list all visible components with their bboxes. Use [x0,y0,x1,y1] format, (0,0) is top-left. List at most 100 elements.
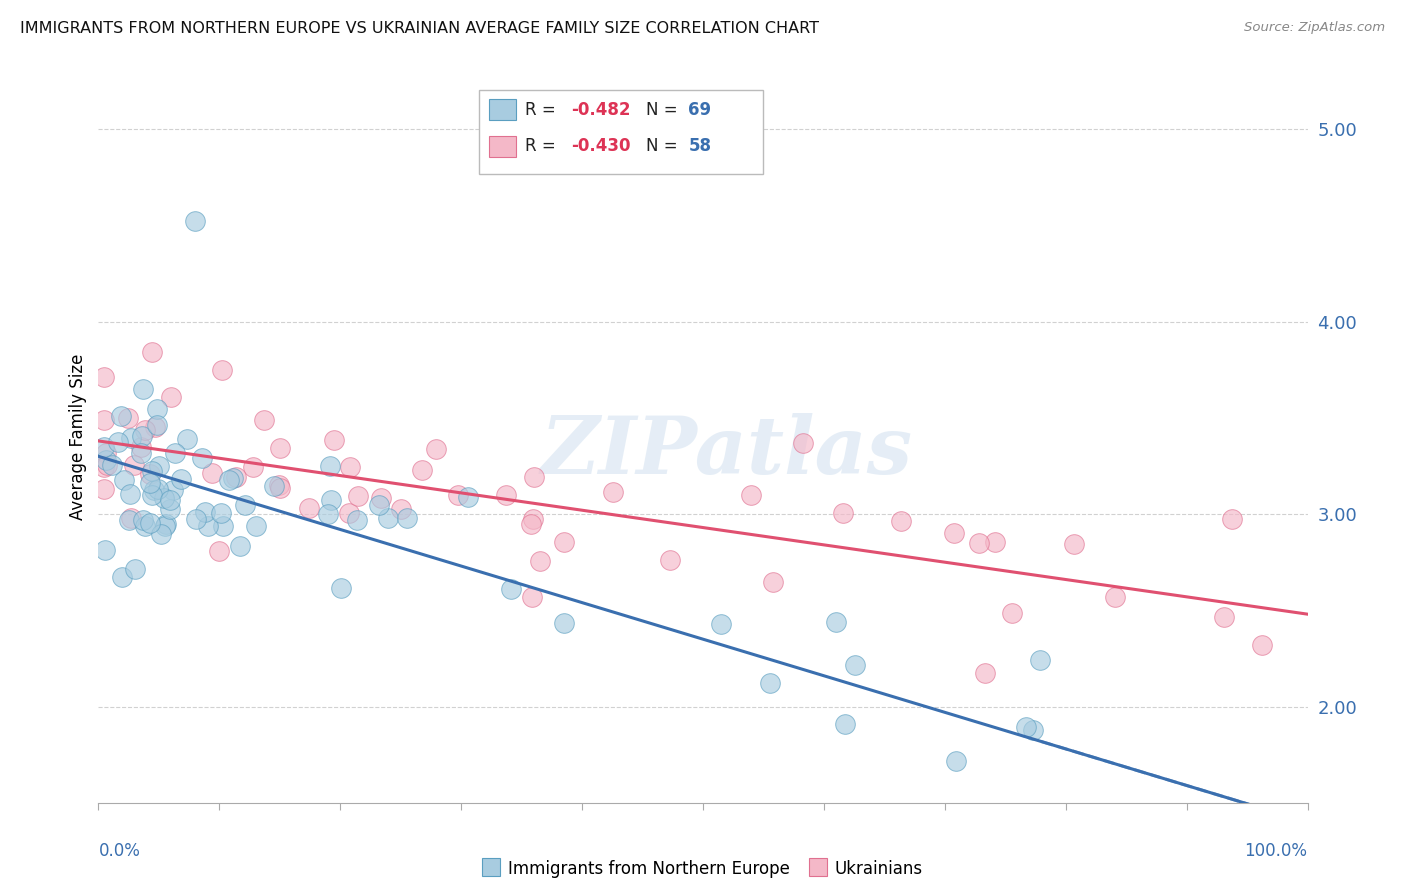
Point [553,616,575,631]
Point [169,471,191,485]
Point [165,446,187,460]
Text: ZIPatlas: ZIPatlas [541,413,914,491]
Point [269,481,291,495]
FancyBboxPatch shape [479,90,763,174]
Point [499,582,522,596]
Point [553,535,575,549]
Point [221,471,243,485]
Point [1212,610,1234,624]
Text: 58: 58 [689,137,711,155]
Point [832,506,855,520]
Point [176,432,198,446]
Point [1063,537,1085,551]
Point [522,590,544,604]
Point [131,429,153,443]
Point [145,418,167,433]
Point [152,491,174,505]
Text: IMMIGRANTS FROM NORTHERN EUROPE VS UKRAINIAN AVERAGE FAMILY SIZE CORRELATION CHA: IMMIGRANTS FROM NORTHERN EUROPE VS UKRAI… [20,21,818,36]
Point [120,431,142,445]
Point [824,615,846,629]
Point [209,506,232,520]
Point [267,477,290,491]
Point [269,441,291,455]
Point [141,344,163,359]
Point [298,500,321,515]
Point [370,491,392,505]
Point [522,511,544,525]
Point [132,382,155,396]
Point [110,409,132,423]
FancyBboxPatch shape [489,99,516,120]
Point [94,543,117,558]
Point [762,575,785,590]
Point [184,214,207,228]
Point [160,390,183,404]
Point [107,434,129,449]
Point [150,527,173,541]
Point [129,440,152,454]
Point [117,411,139,425]
Point [316,507,339,521]
Point [1022,723,1045,737]
Point [101,458,124,473]
Point [389,501,412,516]
Point [93,460,115,475]
Text: 69: 69 [689,101,711,120]
Point [124,562,146,576]
Text: 0.0%: 0.0% [98,842,141,860]
Point [143,420,166,434]
Point [139,476,162,491]
Point [194,505,217,519]
Point [890,514,912,528]
Point [120,511,142,525]
Point [447,488,470,502]
Point [118,513,141,527]
Point [94,446,117,460]
Point [529,554,551,568]
Point [411,463,433,477]
Text: -0.482: -0.482 [571,101,631,120]
Y-axis label: Average Family Size: Average Family Size [69,354,87,520]
Point [139,516,162,531]
Text: 100.0%: 100.0% [1244,842,1308,860]
Point [983,535,1005,549]
Point [233,498,256,512]
Point [242,460,264,475]
Point [759,676,782,690]
Point [339,459,361,474]
Point [520,516,543,531]
Point [602,485,624,500]
Point [1001,606,1024,620]
Point [1104,590,1126,604]
Point [330,581,353,595]
Point [118,487,141,501]
Point [834,716,856,731]
Point [184,512,207,526]
Point [1251,638,1274,652]
Text: N =: N = [647,137,683,155]
Point [96,458,118,473]
Point [1029,653,1052,667]
Point [94,453,117,467]
Point [134,423,156,437]
Point [396,510,419,524]
Text: R =: R = [526,137,561,155]
Point [143,483,166,497]
Point [141,487,163,501]
Point [207,543,229,558]
Point [322,434,344,448]
Point [111,570,134,584]
Point [218,473,240,487]
Point [844,657,866,672]
Legend: Immigrants from Northern Europe, Ukrainians: Immigrants from Northern Europe, Ukraini… [475,851,931,886]
Point [377,511,399,525]
Point [425,442,447,457]
Point [658,553,681,567]
Point [134,519,156,533]
Point [148,459,170,474]
Point [139,467,162,481]
Point [319,493,342,508]
Point [1015,720,1038,734]
Point [337,506,360,520]
Point [225,469,247,483]
